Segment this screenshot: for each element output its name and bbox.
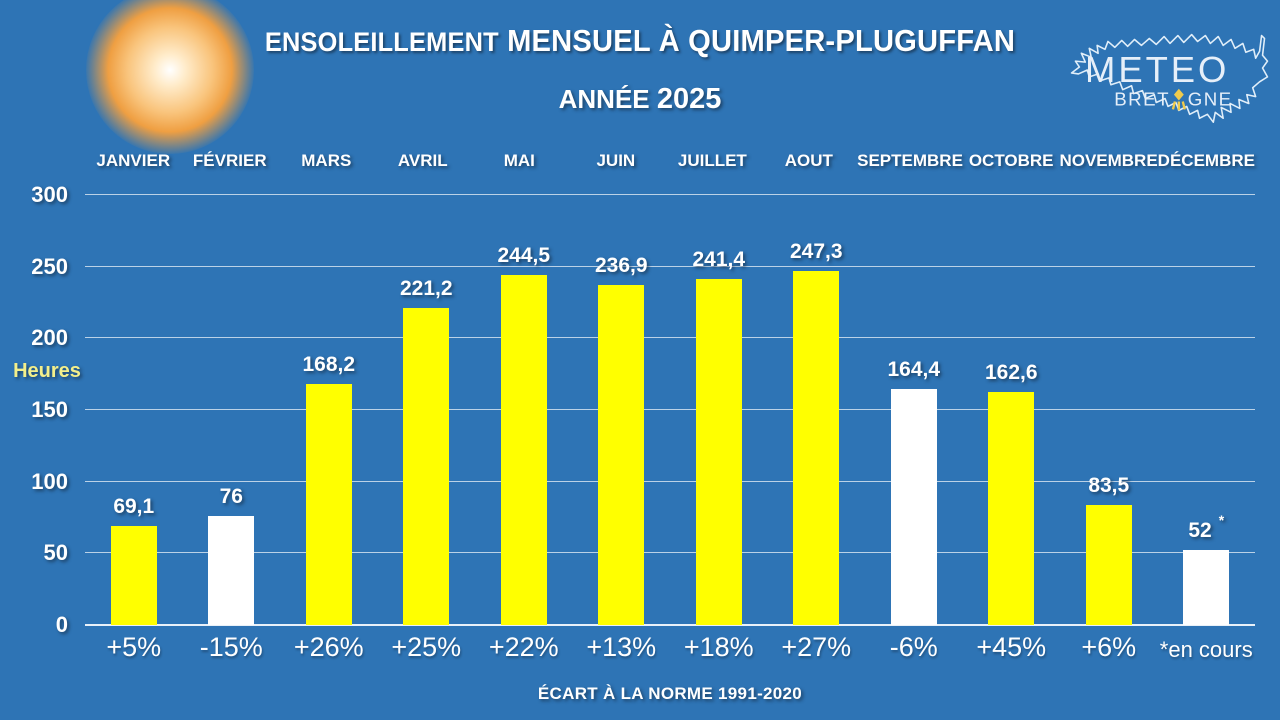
meteo-bretagne-logo: METEO BRET GNE [1070, 33, 1269, 123]
month-label-4: AVRIL [397, 151, 448, 170]
gridline-250 [85, 265, 1255, 267]
bar-value-label: 76 [219, 485, 243, 509]
sun-icon [86, 0, 254, 154]
bar-cell-DÉCEMBRE: 52 * [1158, 195, 1256, 625]
month-label-11: NOVEMBRE [1059, 151, 1158, 170]
bar-cell-JANVIER: 69,1 [85, 195, 183, 625]
bar-value-label: 236,9 [594, 254, 648, 278]
deviation-label-MARS: +26% [293, 632, 364, 662]
bar-value-label: 241,4 [692, 248, 746, 271]
month-label-5: MAI [503, 151, 535, 170]
bar-MAI [500, 274, 547, 625]
deviation-label-NOVEMBRE: +6% [1081, 632, 1137, 662]
gridline-50 [85, 552, 1255, 554]
month-label-2: FÉVRIER [192, 151, 267, 170]
chart-header: ENSOLEILLEMENT MENSUEL À QUIMPER-PLUGUFF… [0, 25, 1280, 114]
month-label-6: JUIN [596, 151, 636, 170]
bar-NOVEMBRE [1085, 505, 1132, 625]
gridline-200 [85, 337, 1255, 339]
bar-cell-SEPTEMBRE: 164,4 [865, 195, 963, 625]
bar-value-label: 83,5 [1088, 474, 1130, 498]
subtitle-year: 2025 [656, 83, 722, 115]
bar-value-label: 247,3 [789, 239, 843, 263]
bar-value-label: 52 * [1188, 512, 1225, 543]
bar-cell-NOVEMBRE: 83,5 [1060, 195, 1158, 625]
page-subtitle: ANNÉE 2025 [0, 85, 1280, 114]
logo-bretagne-right-text: GNE [1188, 88, 1233, 109]
bar-JUILLET [695, 279, 742, 625]
month-label-12: DÉCEMBRE [1157, 151, 1255, 170]
bar-SEPTEMBRE [890, 389, 937, 625]
deviation-label-FÉVRIER: -15% [199, 632, 263, 662]
deviation-label-AOUT: +27% [781, 632, 852, 662]
bar-OCTOBRE [988, 391, 1035, 625]
gridline-300 [85, 194, 1255, 195]
bar-AOUT [793, 270, 840, 625]
bar-value-label: 221,2 [399, 276, 453, 300]
title-rest: MENSUEL À QUIMPER-PLUGUFFAN [498, 23, 1016, 58]
month-label-8: AOUT [784, 151, 833, 170]
y-tick-label-0: 0 [55, 612, 68, 637]
deviation-label-JUIN: +13% [586, 632, 657, 662]
month-label-10: OCTOBRE [968, 151, 1054, 170]
bar-JUIN [598, 285, 645, 625]
deviation-label-AVRIL: +25% [391, 632, 462, 662]
page-title: ENSOLEILLEMENT MENSUEL À QUIMPER-PLUGUFF… [38, 25, 1241, 56]
gridline-150 [85, 409, 1255, 410]
y-tick-label-150: 150 [31, 397, 68, 422]
bar-cell-MAI: 244,5 [475, 195, 573, 625]
x-axis-line [85, 624, 1255, 626]
bar-JANVIER [110, 525, 157, 625]
bar-FÉVRIER [208, 516, 255, 625]
bar-value-label: 69,1 [113, 494, 155, 518]
month-label-7: JUILLET [677, 151, 747, 170]
bar-value-label: 164,4 [887, 358, 941, 382]
month-label-3: MARS [301, 151, 352, 170]
bar-value-label: 168,2 [302, 352, 356, 376]
y-axis-title: Heures [13, 360, 81, 382]
subtitle-word: ANNÉE [558, 84, 657, 114]
deviation-label-MAI: +22% [488, 632, 559, 662]
bar-value-label: 162,6 [984, 360, 1038, 384]
bar-cell-JUILLET: 241,4 [670, 195, 768, 625]
bar-cell-MARS: 168,2 [280, 195, 378, 625]
y-tick-label-200: 200 [31, 325, 68, 351]
month-label-9: SEPTEMBRE [857, 151, 963, 170]
deviation-label-OCTOBRE: +45% [976, 632, 1047, 662]
bar-cell-AVRIL: 221,2 [378, 195, 476, 625]
y-tick-label-50: 50 [43, 540, 68, 566]
month-header-row: JANVIER FÉVRIER MARS AVRIL MAI JUIN JUILLET AOU… [85, 151, 1255, 171]
bar-value-label: 244,5 [497, 243, 551, 267]
bar-cell-OCTOBRE: 162,6 [963, 195, 1061, 625]
footer-caption: ÉCART À LA NORME 1991-2020 [537, 684, 803, 703]
bar-cell-FÉVRIER: 76 [183, 195, 281, 625]
value-note-asterisk: * [1218, 512, 1225, 529]
bars-container: 69,1 76 168,2 221,2 244,5 236,9 241,4 247,3 164,… [85, 195, 1255, 625]
logo-meteo-text: METEO [1085, 49, 1229, 90]
deviation-label-JANVIER: +5% [106, 632, 162, 662]
title-first-word: ENSOLEILLEMENT [264, 27, 499, 57]
bar-AVRIL [403, 307, 450, 625]
month-label-1: JANVIER [96, 151, 171, 170]
footnote-en-cours: *en cours [1159, 637, 1253, 662]
y-tick-label-300: 300 [31, 182, 68, 207]
bar-cell-JUIN: 236,9 [573, 195, 671, 625]
bar-MARS [305, 383, 352, 625]
y-tick-label-100: 100 [31, 468, 68, 494]
gridline-100 [85, 480, 1255, 482]
deviation-row: +5% -15% +26% +25% +22% +13% +18% +27% -6% +45% +6… [85, 631, 1255, 663]
y-tick-label-250: 250 [31, 253, 68, 279]
bar-DÉCEMBRE [1183, 550, 1230, 625]
bar-cell-AOUT: 247,3 [768, 195, 866, 625]
y-axis: 0 50 100 150 200 250 300 [0, 184, 68, 636]
deviation-label-SEPTEMBRE: -6% [889, 632, 938, 662]
ermine-icon [1171, 88, 1186, 111]
plot-area: 69,1 76 168,2 221,2 244,5 236,9 241,4 247,3 164,… [85, 194, 1255, 626]
brittany-map-outline [1070, 33, 1269, 123]
logo-bretagne-left-text: BRET [1114, 88, 1170, 109]
deviation-label-JUILLET: +18% [683, 632, 754, 662]
